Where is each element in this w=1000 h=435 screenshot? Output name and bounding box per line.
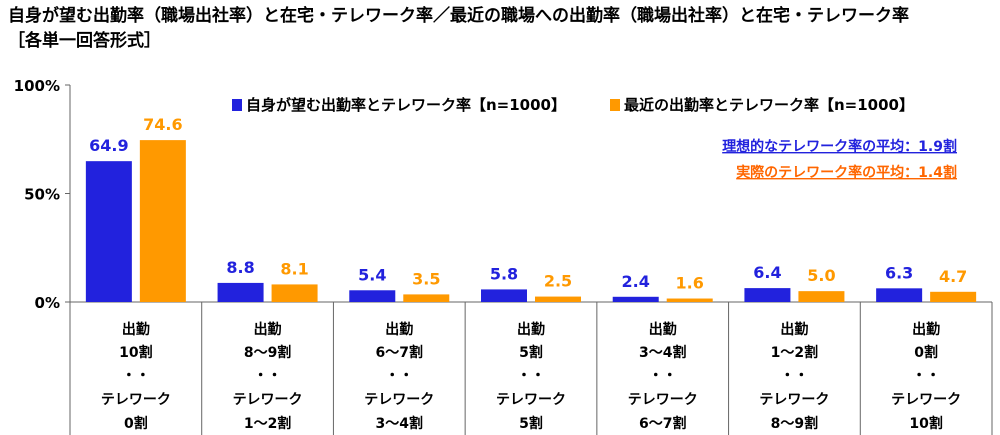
data-label: 64.9	[89, 136, 128, 155]
x-tick-label: 3～4割	[376, 415, 423, 432]
x-tick-label: ・・	[254, 368, 282, 384]
x-tick-label: ・・	[649, 368, 677, 384]
x-tick-label: テレワーク	[628, 392, 698, 408]
bar	[930, 291, 977, 302]
y-tick-label: 100%	[14, 77, 60, 95]
data-label: 5.8	[490, 264, 518, 283]
x-tick-label: 0割	[124, 415, 148, 432]
x-tick-label: 10割	[119, 344, 152, 361]
legend-swatch	[232, 99, 242, 111]
bar	[744, 288, 791, 302]
x-tick-label: 0割	[914, 344, 938, 361]
x-tick-label: 出勤	[912, 321, 940, 338]
x-tick-label: 5割	[519, 415, 543, 432]
annotation: 実際のテレワーク率の平均：1.4割	[736, 164, 957, 181]
x-tick-label: 1～2割	[771, 344, 818, 361]
x-tick-label: 6～7割	[376, 344, 423, 361]
x-tick-label: ・・	[385, 368, 413, 384]
legend-swatch	[610, 99, 620, 111]
x-tick-label: 出勤	[517, 321, 545, 338]
bar	[666, 298, 713, 302]
bar	[271, 284, 318, 302]
bar	[403, 294, 450, 302]
bar	[217, 282, 264, 302]
data-label: 5.0	[807, 266, 835, 285]
y-tick-label: 50%	[24, 186, 60, 204]
data-label: 2.4	[622, 272, 650, 291]
x-tick-label: 8～9割	[244, 344, 291, 361]
x-tick-label: 1～2割	[244, 415, 291, 432]
x-tick-label: テレワーク	[233, 392, 303, 408]
x-tick-label: 10割	[909, 415, 942, 432]
bar	[535, 296, 581, 302]
legend-label: 最近の出勤率とテレワーク率【n=1000】	[624, 96, 914, 114]
chart-title: 自身が望む出勤率（職場出社率）と在宅・テレワーク率／最近の職場への出勤率（職場出…	[8, 6, 909, 26]
data-label: 8.1	[280, 259, 308, 278]
x-tick-label: ・・	[780, 368, 808, 384]
x-tick-label: ・・	[912, 368, 940, 384]
bar	[481, 289, 527, 302]
x-tick-label: ・・	[122, 368, 150, 384]
x-tick-label: 出勤	[385, 321, 413, 338]
bar	[349, 290, 396, 302]
bar	[612, 296, 659, 302]
x-tick-label: 3～4割	[639, 344, 686, 361]
legend-label: 自身が望む出勤率とテレワーク率【n=1000】	[246, 96, 566, 114]
x-tick-label: 出勤	[649, 321, 677, 338]
chart-subtitle: ［各単一回答形式］	[8, 31, 161, 51]
x-tick-label: 5割	[519, 344, 543, 361]
data-label: 2.5	[544, 272, 572, 291]
data-label: 6.4	[753, 263, 781, 282]
annotation: 理想的なテレワーク率の平均：1.9割	[722, 138, 957, 155]
x-tick-label: テレワーク	[364, 392, 434, 408]
x-tick-label: 8～9割	[771, 415, 818, 432]
x-tick-label: テレワーク	[759, 392, 829, 408]
data-label: 1.6	[676, 274, 704, 293]
data-label: 74.6	[143, 115, 182, 134]
x-tick-label: 6～7割	[639, 415, 686, 432]
data-label: 6.3	[885, 263, 913, 282]
x-tick-label: 出勤	[780, 321, 808, 338]
bar	[798, 291, 845, 302]
x-tick-label: テレワーク	[101, 392, 171, 408]
data-label: 5.4	[358, 265, 386, 284]
data-label: 3.5	[412, 269, 440, 288]
x-tick-label: 出勤	[122, 321, 150, 338]
data-label: 8.8	[226, 258, 254, 277]
bar	[876, 288, 923, 302]
x-tick-label: テレワーク	[496, 392, 566, 408]
x-tick-label: 出勤	[254, 321, 282, 338]
bar	[139, 140, 186, 302]
y-tick-label: 0%	[35, 294, 60, 312]
data-label: 4.7	[939, 267, 967, 286]
bar	[85, 161, 132, 302]
x-tick-label: ・・	[517, 368, 545, 384]
x-tick-label: テレワーク	[891, 392, 961, 408]
